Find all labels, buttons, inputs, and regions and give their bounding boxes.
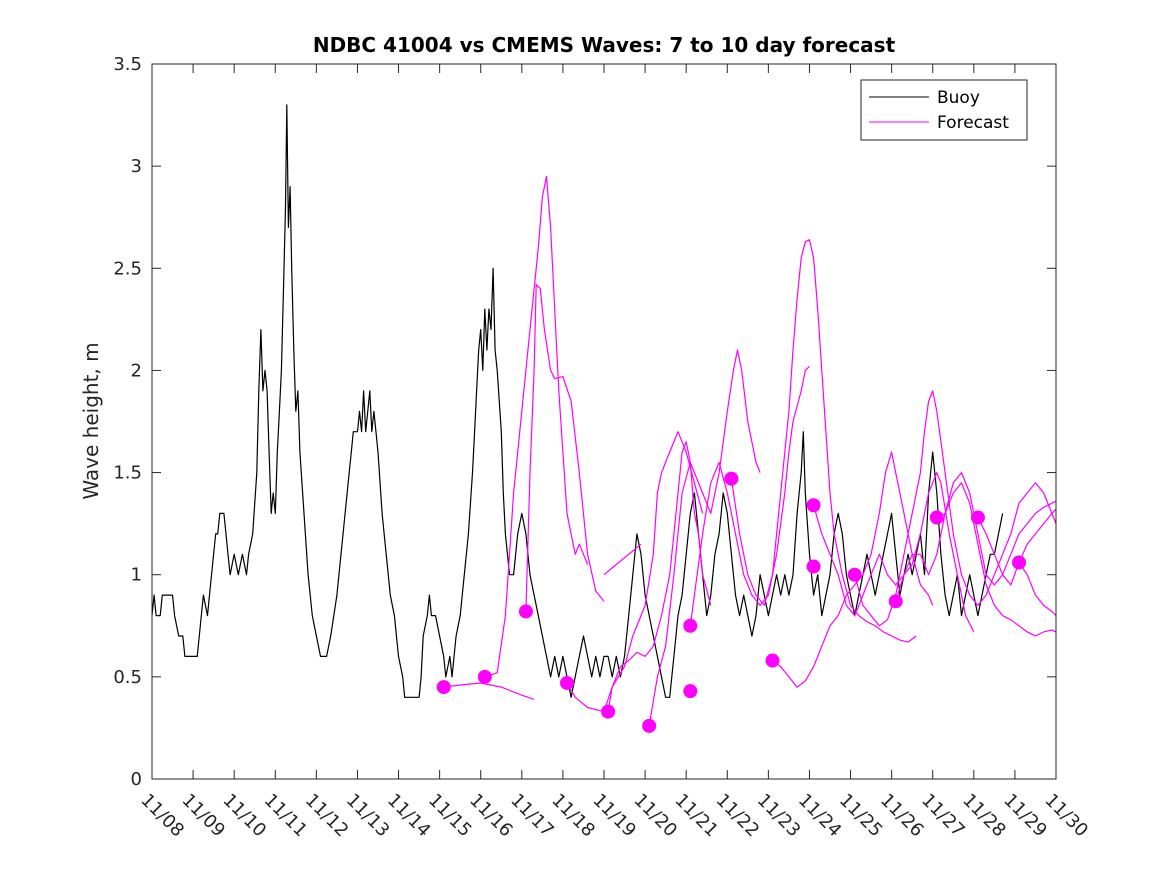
legend-box xyxy=(860,79,1028,141)
forecast-marker xyxy=(970,510,985,525)
chart-title: NDBC 41004 vs CMEMS Waves: 7 to 10 day f… xyxy=(313,33,896,57)
forecast-marker xyxy=(642,718,657,733)
y-axis-label: Wave height, m xyxy=(79,342,103,499)
forecast-series-line xyxy=(730,239,917,643)
forecast-marker xyxy=(477,669,492,684)
forecast-marker xyxy=(436,680,451,695)
y-tick-label: 3 xyxy=(131,156,142,177)
forecast-marker xyxy=(560,675,575,690)
forecast-series-line xyxy=(484,175,589,678)
forecast-marker xyxy=(765,653,780,668)
forecast-series-line xyxy=(648,349,761,726)
forecast-series-line xyxy=(936,482,1057,637)
forecast-series-line xyxy=(443,682,535,700)
forecast-marker xyxy=(1012,555,1027,570)
legend-forecast-label: Forecast xyxy=(937,113,1009,133)
forecast-series-line xyxy=(607,441,712,712)
series-layer xyxy=(151,104,1057,726)
y-tick-label: 0.5 xyxy=(113,667,142,688)
forecast-marker xyxy=(724,471,739,486)
y-tick-label: 1 xyxy=(131,565,142,586)
buoy-series-line xyxy=(151,104,1004,698)
forecast-series-line xyxy=(895,472,1057,602)
forecast-series-line xyxy=(566,431,704,713)
forecast-markers xyxy=(436,471,1027,733)
plot-frame xyxy=(151,63,1057,780)
y-tick-label: 0 xyxy=(131,769,142,790)
forecast-series-line xyxy=(603,543,642,576)
legend: Buoy Forecast xyxy=(860,79,1028,141)
forecast-marker xyxy=(601,704,616,719)
forecast-series-line xyxy=(525,284,605,612)
forecast-series-line xyxy=(689,365,810,626)
forecast-series-line xyxy=(813,472,975,633)
forecast-marker xyxy=(929,510,944,525)
y-axis: 0 0.5 1 1.5 2 2.5 3 3.5 xyxy=(113,54,1056,790)
forecast-marker xyxy=(847,567,862,582)
forecast-marker xyxy=(518,604,533,619)
forecast-marker xyxy=(806,498,821,513)
y-tick-label: 3.5 xyxy=(113,54,142,75)
legend-buoy-label: Buoy xyxy=(937,88,980,108)
y-tick-label: 2 xyxy=(131,360,142,381)
forecast-marker xyxy=(683,618,698,633)
forecast-marker xyxy=(806,559,821,574)
y-tick-label: 2.5 xyxy=(113,258,142,279)
forecast-marker xyxy=(888,594,903,609)
plot-area xyxy=(152,64,1056,779)
forecast-marker xyxy=(683,684,698,699)
y-tick-label: 1.5 xyxy=(113,463,142,484)
forecast-series-line xyxy=(1018,562,1057,617)
